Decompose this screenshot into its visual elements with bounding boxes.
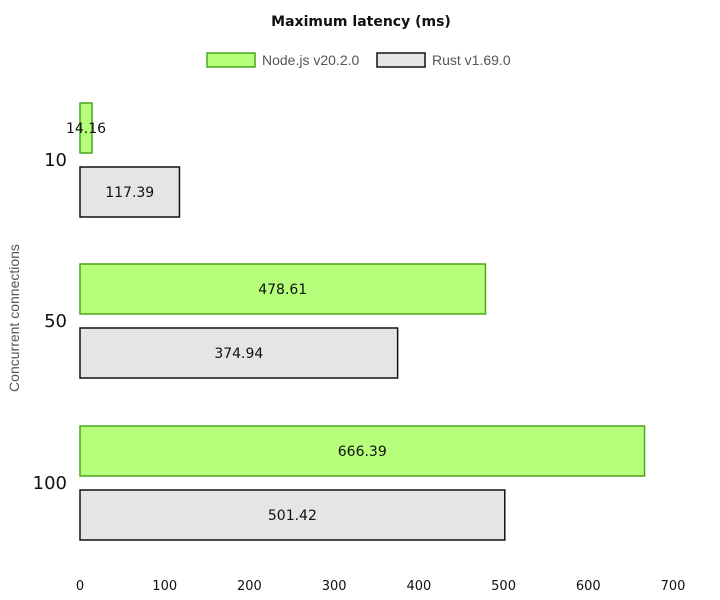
data-label-rust-50: 374.94 [214, 346, 263, 362]
legend-swatch-rust [376, 52, 426, 68]
bar-rust-100[interactable] [79, 489, 506, 541]
category-label-100: 100 [33, 473, 67, 494]
chart-title: Maximum latency (ms) [271, 14, 451, 30]
category-label-50: 50 [44, 311, 67, 332]
bar-rust-50[interactable] [79, 327, 399, 379]
x-tick-700: 700 [661, 579, 686, 594]
x-tick-200: 200 [237, 579, 262, 594]
legend-item-rust[interactable]: Rust v1.69.0 [376, 52, 511, 68]
data-label-node-50: 478.61 [258, 282, 307, 298]
bar-node-50[interactable] [79, 263, 487, 315]
legend-label-node: Node.js v20.2.0 [262, 52, 359, 68]
x-axis-ticks: 0 100 200 300 400 500 600 700 [76, 579, 686, 594]
bars: 14.16 117.39 478.61 374.94 666.39 501.42 [66, 102, 646, 541]
legend-swatch-node [206, 52, 256, 68]
legend: Node.js v20.2.0 Rust v1.69.0 [206, 52, 511, 68]
category-label-10: 10 [44, 150, 67, 171]
data-label-node-100: 666.39 [338, 444, 387, 460]
legend-item-node[interactable]: Node.js v20.2.0 [206, 52, 359, 68]
x-tick-500: 500 [491, 579, 516, 594]
y-axis-label: Concurrent connections [6, 244, 22, 392]
bar-node-100[interactable] [79, 425, 646, 477]
x-tick-600: 600 [576, 579, 601, 594]
category-labels: 10 50 100 [33, 150, 67, 494]
x-tick-100: 100 [152, 579, 177, 594]
bar-node-10[interactable] [79, 102, 93, 154]
data-label-rust-100: 501.42 [268, 508, 317, 524]
x-tick-0: 0 [76, 579, 84, 594]
legend-label-rust: Rust v1.69.0 [432, 52, 511, 68]
data-label-node-10: 14.16 [66, 121, 106, 137]
data-label-rust-10: 117.39 [105, 185, 154, 201]
bar-rust-10[interactable] [79, 166, 181, 218]
x-tick-400: 400 [406, 579, 431, 594]
x-tick-300: 300 [322, 579, 347, 594]
